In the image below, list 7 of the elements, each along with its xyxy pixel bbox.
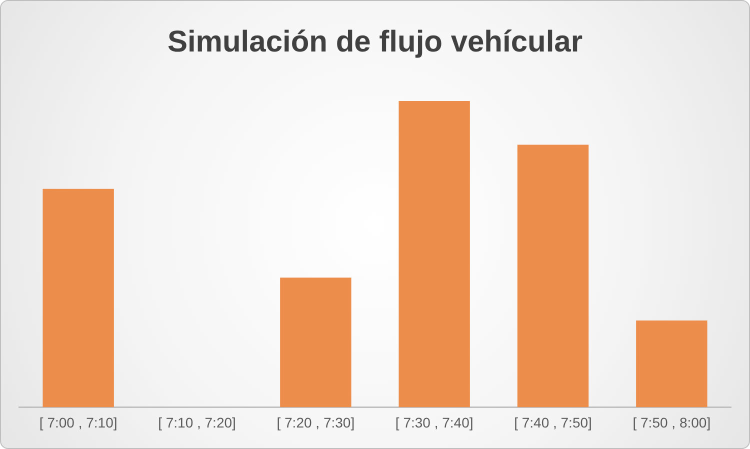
- x-tick-label: [ 7:20 , 7:30]: [276, 414, 355, 430]
- x-tick-label: [ 7:10 , 7:20]: [158, 414, 236, 430]
- x-tick-label: [ 7:50 , 8:00]: [632, 414, 711, 430]
- x-tick-label: [ 7:40 , 7:50]: [514, 414, 592, 430]
- chart-title: Simulación de flujo vehícular: [167, 25, 583, 58]
- x-tick-label: [ 7:00 , 7:10]: [39, 414, 118, 430]
- x-tick-label: [ 7:30 , 7:40]: [395, 414, 474, 430]
